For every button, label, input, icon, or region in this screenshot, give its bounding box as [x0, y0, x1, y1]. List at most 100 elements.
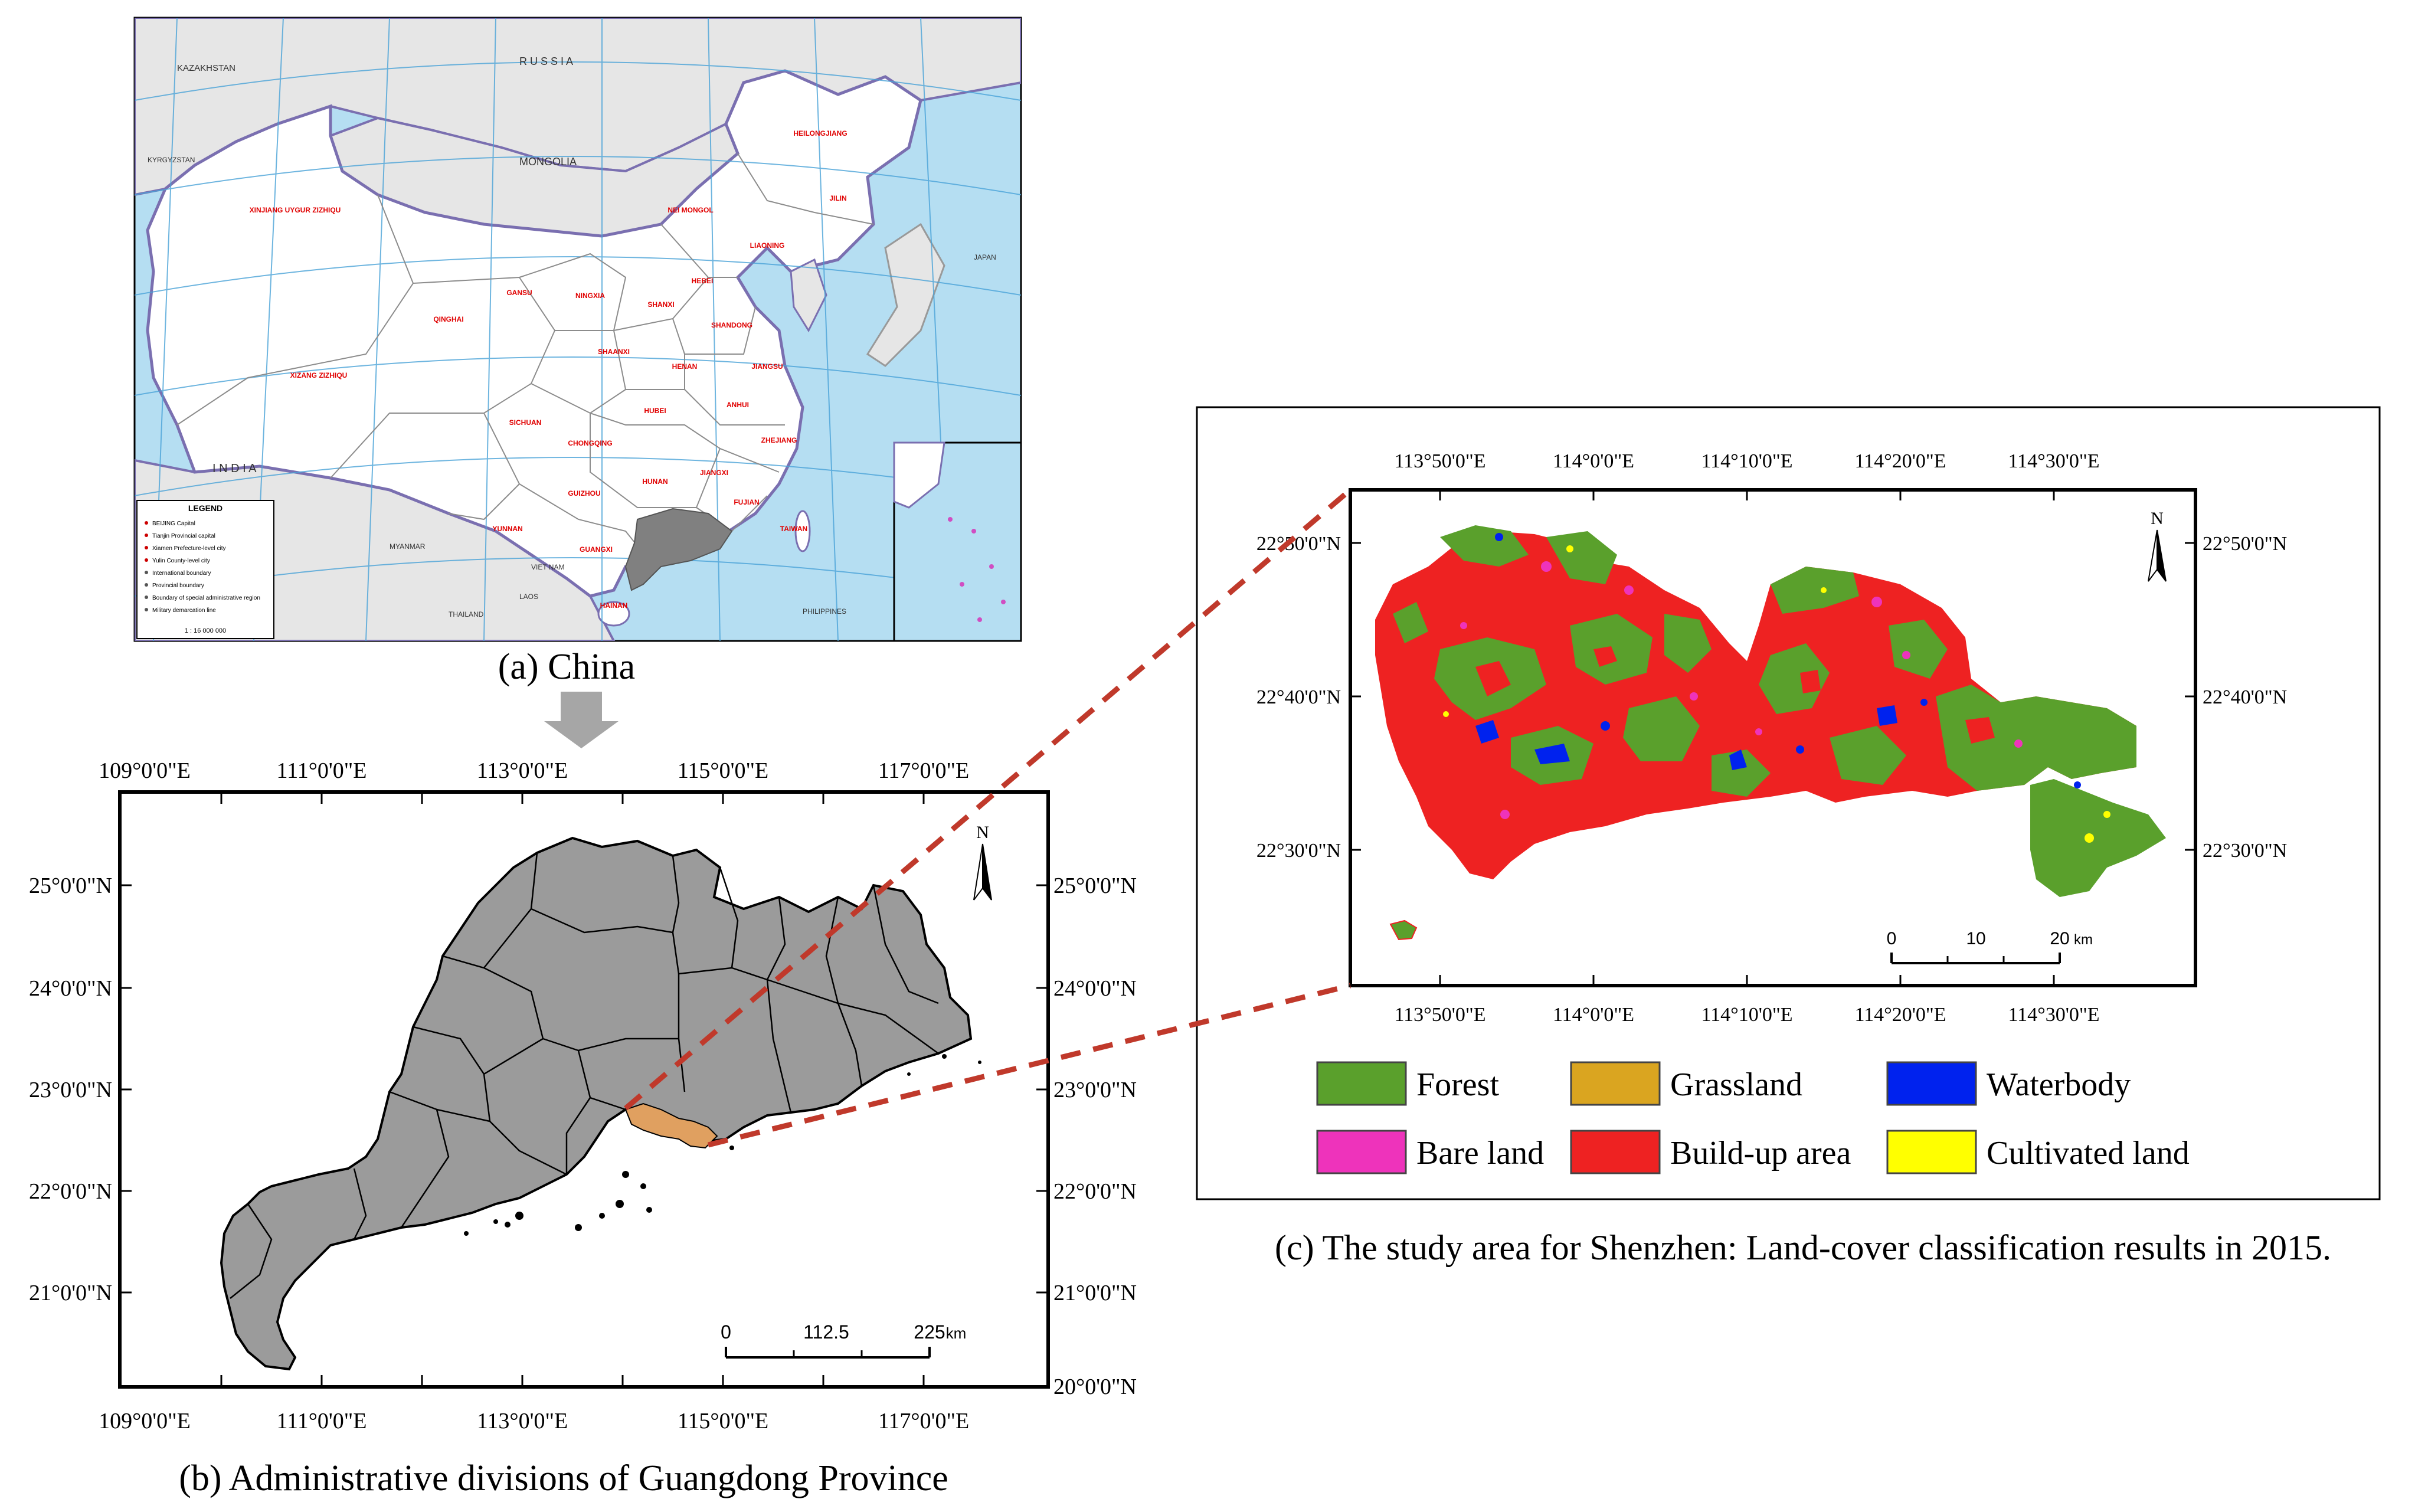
shenzhen-small-island — [1389, 919, 1418, 941]
caption-guangdong: (b) Administrative divisions of Guangdon… — [179, 1458, 948, 1498]
svg-text:10: 10 — [1966, 929, 1985, 948]
svg-text:21°0'0"N: 21°0'0"N — [1053, 1281, 1137, 1305]
svg-text:115°0'0"E: 115°0'0"E — [678, 758, 768, 783]
svg-text:113°50'0"E: 113°50'0"E — [1394, 1004, 1485, 1026]
japan-islands — [866, 222, 945, 367]
svg-text:21°0'0"N: 21°0'0"N — [29, 1281, 112, 1305]
province-label: CHONGQING — [568, 439, 612, 447]
svg-text:22°30'0"N: 22°30'0"N — [2203, 840, 2287, 862]
china-map-panel: LEGEND BEIJING Capital Tianjin Provincial… — [133, 17, 1022, 642]
legend-swatch-grassland — [1570, 1061, 1661, 1106]
svg-text:24°0'0"N: 24°0'0"N — [1053, 976, 1137, 1001]
hainan-island — [597, 601, 630, 627]
legend-swatch-waterbody — [1886, 1061, 1977, 1106]
label-russia: R U S S I A — [519, 55, 573, 67]
province-label: XINJIANG UYGUR ZIZHIQU — [250, 206, 341, 214]
svg-text:22°0'0"N: 22°0'0"N — [29, 1179, 112, 1204]
province-label: ZHEJIANG — [761, 436, 797, 444]
label-india: I N D I A — [212, 462, 257, 475]
waterbody-patches — [1475, 533, 2081, 788]
province-label: JIANGXI — [700, 469, 728, 477]
svg-text:109°0'0"E: 109°0'0"E — [99, 1409, 191, 1434]
svg-text:111°0'0"E: 111°0'0"E — [277, 1409, 367, 1434]
svg-text:22°40'0"N: 22°40'0"N — [1256, 686, 1341, 708]
province-label: YUNNAN — [492, 525, 522, 533]
svg-text:113°0'0"E: 113°0'0"E — [477, 1409, 568, 1434]
label-mongolia: MONGOLIA — [519, 156, 577, 168]
label-thailand: THAILAND — [449, 610, 484, 618]
svg-text:225: 225 — [914, 1321, 945, 1343]
cultivated-patches — [1443, 545, 2110, 843]
label-laos: LAOS — [519, 593, 538, 601]
down-arrow — [544, 692, 619, 748]
legend-swatch-bare-land — [1316, 1130, 1407, 1174]
province-label: GANSU — [506, 289, 532, 297]
svg-text:km: km — [2074, 932, 2093, 948]
legend-item-label: International boundary — [152, 570, 211, 577]
svg-text:117°0'0"E: 117°0'0"E — [878, 758, 969, 783]
north-arrow-guangdong: N — [973, 823, 992, 901]
svg-text:23°0'0"N: 23°0'0"N — [29, 1078, 112, 1102]
legend-item-label: Provincial boundary — [152, 582, 204, 589]
china-legend-title: LEGEND — [188, 503, 222, 513]
legend-marker — [145, 608, 148, 611]
province-label: HUBEI — [644, 407, 666, 415]
bare-land-patches — [1460, 561, 2023, 819]
legend-marker — [145, 534, 148, 537]
caption-shenzhen: (c) The study area for Shenzhen: Land-co… — [1275, 1228, 2331, 1267]
caption-china: (a) China — [498, 647, 635, 687]
svg-text:114°30'0"E: 114°30'0"E — [2008, 450, 2099, 472]
legend-item-label: Military demarcation line — [152, 607, 216, 614]
shenzhen-east-peninsula — [2030, 779, 2166, 897]
korea-peninsula — [790, 258, 827, 333]
guangdong-map-panel: N 0 112.5 225 km 109°0'0"E 111°0'0"E 113… — [29, 758, 1137, 1434]
province-labels: HEILONGJIANG JILIN LIAONING NEI MONGOL XINJI… — [250, 129, 847, 610]
legend-swatch-build-up-area — [1570, 1130, 1661, 1174]
svg-text:25°0'0"N: 25°0'0"N — [29, 873, 112, 898]
shenzhen-landcover-base — [1375, 531, 2136, 879]
landcover-legend: Forest Grassland Waterbody Bare land Build-u… — [1316, 1061, 2190, 1174]
svg-text:114°10'0"E: 114°10'0"E — [1701, 450, 1792, 472]
svg-text:109°0'0"E: 109°0'0"E — [99, 758, 191, 783]
svg-text:114°10'0"E: 114°10'0"E — [1701, 1004, 1792, 1026]
svg-text:0: 0 — [721, 1321, 731, 1343]
svg-text:25°0'0"N: 25°0'0"N — [1053, 873, 1137, 898]
svg-text:117°0'0"E: 117°0'0"E — [878, 1409, 969, 1434]
svg-text:0: 0 — [1887, 929, 1897, 948]
province-label: JILIN — [829, 194, 846, 202]
svg-text:22°0'0"N: 22°0'0"N — [1053, 1179, 1137, 1204]
label-japan: JAPAN — [974, 253, 996, 261]
province-label: HAINAN — [600, 601, 628, 610]
label-kyrgyzstan: KYRGYZSTAN — [148, 156, 195, 164]
legend-marker — [145, 521, 148, 525]
province-label: GUIZHOU — [568, 489, 600, 498]
forest-patches — [1393, 525, 2136, 797]
svg-text:N: N — [976, 823, 989, 842]
scale-bar-shenzhen: 0 10 20 km — [1887, 929, 2093, 964]
svg-text:22°30'0"N: 22°30'0"N — [1256, 840, 1341, 862]
legend-marker — [145, 558, 148, 562]
svg-text:114°20'0"E: 114°20'0"E — [1854, 450, 1946, 472]
legend-label-bare-land: Bare land — [1416, 1135, 1544, 1171]
province-label: HEBEI — [692, 277, 714, 285]
legend-label-forest: Forest — [1416, 1066, 1499, 1103]
province-label: HUNAN — [642, 477, 667, 486]
legend-item-label: Boundary of special administrative regio… — [152, 595, 260, 601]
taiwan-island — [794, 510, 811, 552]
svg-text:114°20'0"E: 114°20'0"E — [1854, 1004, 1946, 1026]
north-arrow-shenzhen: N — [2148, 509, 2167, 582]
svg-text:20: 20 — [2050, 929, 2069, 948]
scale-bar-guangdong: 0 112.5 225 km — [721, 1321, 966, 1359]
shenzhen-coordinates: 113°50'0"E 114°0'0"E 114°10'0"E 114°20'0… — [1256, 450, 2287, 1026]
province-label: HENAN — [672, 362, 698, 371]
shenzhen-map-panel: N 0 10 20 km 113°50'0"E 114°0'0"E 114°10… — [1196, 406, 2381, 1200]
province-label: FUJIAN — [734, 498, 759, 506]
province-label: ANHUI — [727, 401, 749, 409]
legend-item-label: Xiamen Prefecture-level city — [152, 545, 226, 552]
svg-text:22°50'0"N: 22°50'0"N — [2203, 533, 2287, 555]
svg-text:20°0'0"N: 20°0'0"N — [1053, 1374, 1137, 1399]
legend-marker — [145, 595, 148, 599]
guangdong-prefecture-boundaries — [230, 852, 939, 1299]
country-labels: KAZAKHSTAN R U S S I A MONGOLIA KYRGYZST… — [148, 55, 996, 618]
